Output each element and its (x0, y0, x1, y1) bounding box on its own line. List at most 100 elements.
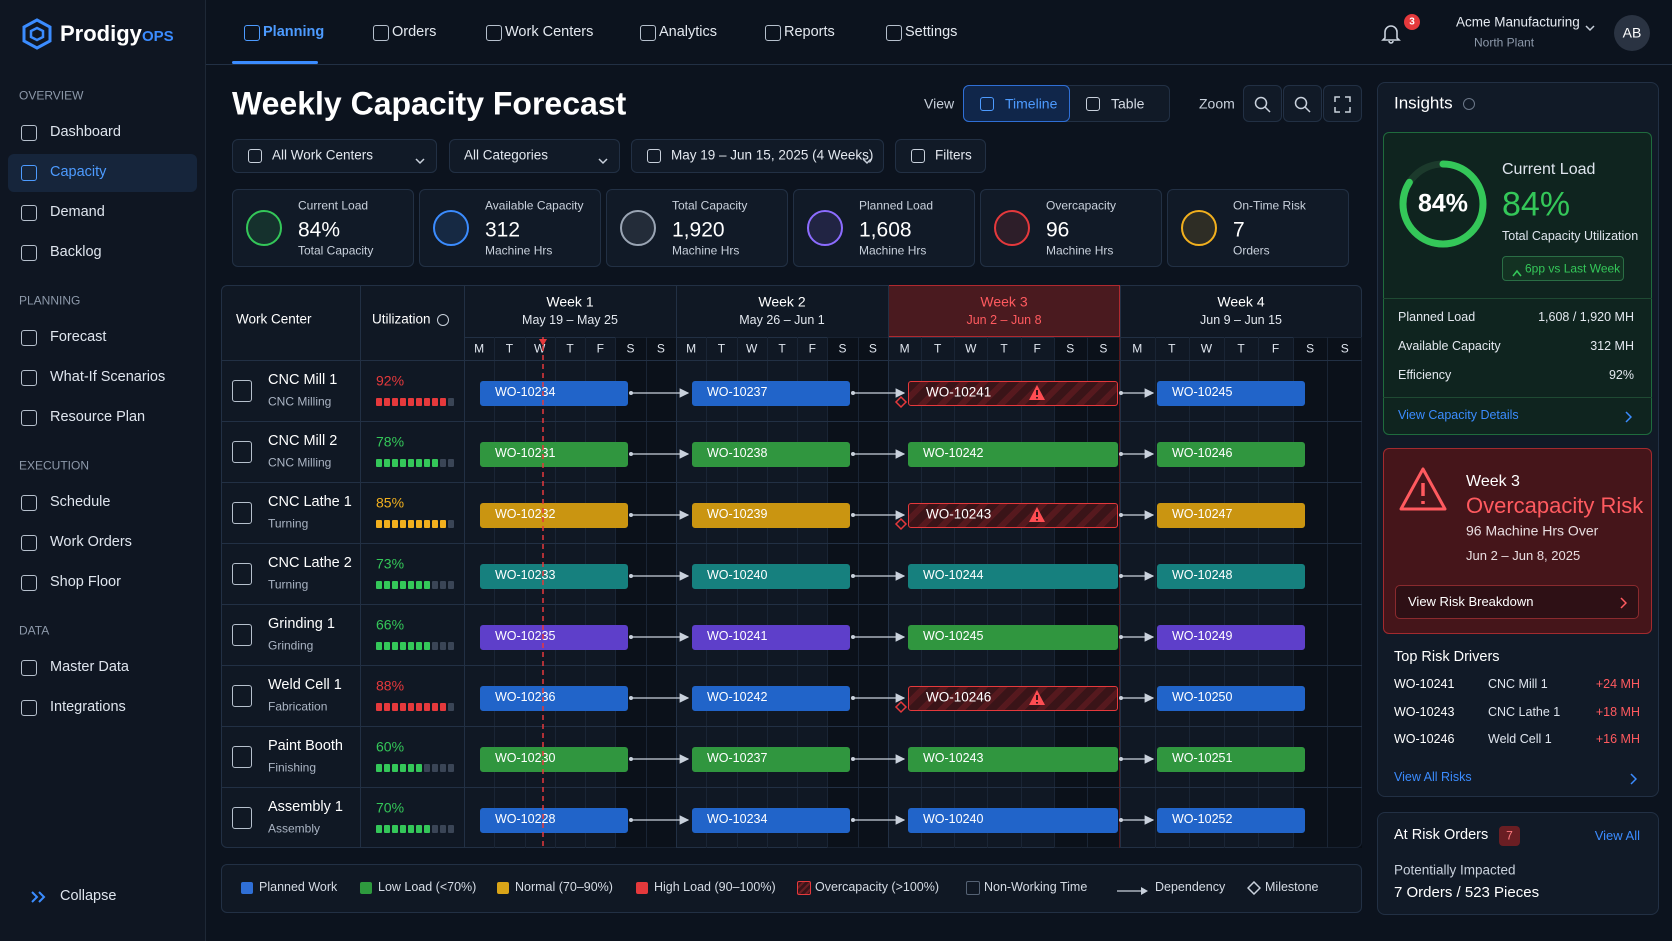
collapse[interactable]: Collapse (60, 888, 117, 905)
work-order-bar[interactable] (908, 442, 1118, 467)
link[interactable]: View All Risks (1394, 770, 1472, 785)
nav-item[interactable]: Dashboard (50, 124, 121, 141)
week-range: Jun 2 – Jun 8 (966, 313, 1042, 328)
work-order-bar[interactable] (1157, 503, 1305, 528)
view-option[interactable]: Timeline (1005, 95, 1058, 112)
util-segment (432, 581, 438, 589)
driver-order: WO-10243 (1394, 704, 1455, 719)
work-order-bar[interactable] (908, 747, 1118, 772)
work-order-bar[interactable] (908, 381, 1118, 406)
filter[interactable] (895, 139, 986, 173)
kpi-icon (994, 210, 1030, 246)
work-order-bar[interactable] (1157, 808, 1305, 833)
work-order-bar[interactable] (480, 564, 628, 589)
filter[interactable] (449, 139, 620, 173)
work-order-label: WO-10241 (926, 384, 992, 400)
work-order-bar[interactable] (1157, 747, 1305, 772)
legend-swatch (966, 881, 980, 895)
icon (373, 25, 389, 41)
nav-item[interactable]: Resource Plan (50, 409, 146, 426)
kpi-icon (433, 210, 469, 246)
day-label: T (566, 341, 574, 356)
work-order-bar[interactable] (908, 808, 1118, 833)
work-order-bar[interactable] (480, 442, 628, 467)
filter[interactable] (631, 139, 884, 173)
day-grid (1020, 337, 1022, 848)
work-order-bar[interactable] (480, 686, 628, 711)
nav-tab[interactable]: Orders (392, 24, 437, 41)
nav-tab[interactable]: Analytics (659, 24, 718, 41)
nav-item[interactable]: Master Data (50, 659, 129, 676)
nav-item[interactable]: Schedule (50, 494, 111, 511)
machine-icon (232, 624, 252, 646)
nav-item[interactable]: Integrations (50, 699, 126, 716)
metric-value: 1,608 / 1,920 MH (1538, 310, 1634, 325)
filter[interactable] (232, 139, 437, 173)
nav-item[interactable]: Shop Floor (50, 574, 121, 591)
legend (221, 864, 1362, 913)
nav-item[interactable]: Work Orders (50, 534, 132, 551)
work-order-bar[interactable] (908, 564, 1118, 589)
risk-title: Overcapacity Risk (1466, 492, 1644, 518)
filter-label: All Work Centers (272, 147, 374, 163)
logo (22, 18, 52, 50)
work-order-bar[interactable] (480, 747, 628, 772)
work-order-bar[interactable] (480, 808, 628, 833)
work-order-bar[interactable] (692, 381, 850, 406)
legend-label: Overcapacity (>100%) (815, 880, 940, 895)
work-order-bar[interactable] (1157, 625, 1305, 650)
nav-item[interactable]: Backlog (50, 244, 102, 261)
work-order-bar[interactable] (480, 503, 628, 528)
work-order-label: WO-10234 (707, 812, 768, 827)
work-order-bar[interactable] (692, 686, 850, 711)
work-order-bar[interactable] (1157, 442, 1305, 467)
work-order-label: WO-10246 (1172, 446, 1233, 461)
avatar[interactable] (1614, 15, 1650, 51)
nav-item[interactable]: Capacity (50, 164, 107, 181)
top-divider (206, 64, 1672, 65)
work-order-bar[interactable] (692, 503, 850, 528)
day-grid (1053, 337, 1055, 848)
link[interactable]: View Capacity Details (1398, 408, 1519, 423)
work-order-bar[interactable] (1157, 564, 1305, 589)
zoom-button[interactable] (1243, 85, 1282, 122)
day-label: S (1340, 341, 1349, 356)
nav-item[interactable]: Forecast (50, 329, 107, 346)
nav-item[interactable]: What-If Scenarios (50, 369, 166, 386)
work-order-bar[interactable] (692, 808, 850, 833)
work-order-bar[interactable] (480, 381, 628, 406)
section-title: DATA (19, 623, 50, 638)
nav-item[interactable]: Demand (50, 204, 105, 221)
nav-tab[interactable]: Work Centers (505, 24, 594, 41)
util-segment (424, 825, 430, 833)
work-order-bar[interactable] (692, 564, 850, 589)
work-order-bar[interactable] (692, 442, 850, 467)
view-option[interactable]: Table (1111, 95, 1145, 112)
count-badge (1499, 826, 1520, 846)
work-order-bar[interactable] (692, 747, 850, 772)
work-order-bar[interactable] (908, 503, 1118, 528)
badge[interactable] (1404, 14, 1420, 30)
util-segment (408, 703, 414, 711)
utilization: 78% (376, 433, 405, 450)
work-order-bar[interactable] (1157, 686, 1305, 711)
day-label: S (1099, 341, 1108, 356)
work-order-bar[interactable] (1157, 381, 1305, 406)
zoom-button[interactable] (1323, 85, 1362, 122)
work-order-bar[interactable] (908, 625, 1118, 650)
risk-button[interactable] (1395, 585, 1639, 619)
work-order-bar[interactable] (480, 625, 628, 650)
link[interactable]: View All (1594, 827, 1640, 843)
day-label: S (656, 341, 665, 356)
chevron (1624, 410, 1633, 423)
nav-tab[interactable]: Reports (784, 24, 835, 41)
zoom-button[interactable] (1283, 85, 1322, 122)
machine-icon (232, 807, 252, 829)
work-order-bar[interactable] (908, 686, 1118, 711)
work-order-bar[interactable] (692, 625, 850, 650)
util-segment (408, 581, 414, 589)
util-segment (408, 764, 414, 772)
nav-tab[interactable]: Settings (905, 24, 958, 41)
section-title: EXECUTION (19, 458, 90, 473)
nav-tab[interactable]: Planning (263, 24, 325, 41)
